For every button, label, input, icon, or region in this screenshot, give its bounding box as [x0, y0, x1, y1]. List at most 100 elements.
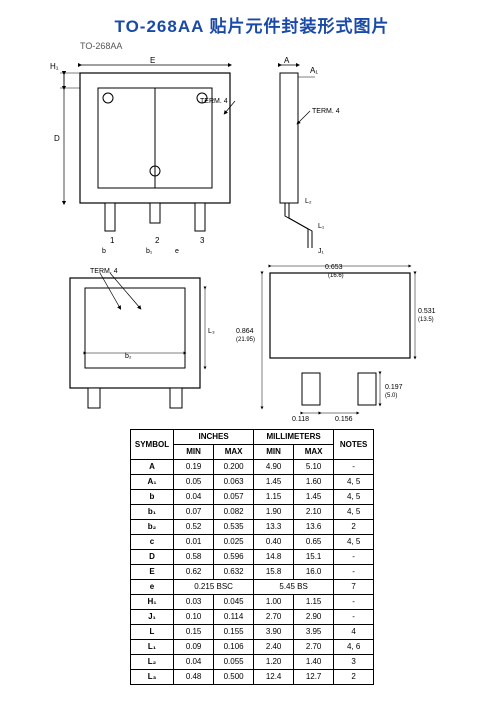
dim-0531: 0.531 — [418, 308, 436, 315]
cell-in-min: 0.07 — [174, 505, 214, 520]
cell-in-max: 0.057 — [214, 490, 254, 505]
cell-mm-min: 15.8 — [254, 565, 294, 580]
table-row: D0.580.59614.815.1- — [130, 550, 373, 565]
cell-in-min: 0.19 — [174, 460, 214, 475]
dim-l1-label: L₁ — [318, 223, 325, 230]
package-diagram: 1 2 3 H₁ E D b b₁ e TERM. 4 — [40, 53, 464, 423]
col-mm: MILLIMETERS — [254, 430, 334, 445]
table-row: b₁0.070.0821.902.104, 5 — [130, 505, 373, 520]
term4-label-side: TERM. 4 — [312, 108, 340, 115]
cell-in-min: 0.62 — [174, 565, 214, 580]
cell-mm-min: 14.8 — [254, 550, 294, 565]
cell-notes: 4, 5 — [334, 475, 374, 490]
cell-mm-max: 1.45 — [294, 490, 334, 505]
cell-sym: J₁ — [130, 610, 173, 625]
cell-mm-max: 2.70 — [294, 640, 334, 655]
cell-sym: L₂ — [130, 655, 173, 670]
cell-in-min: 0.03 — [174, 595, 214, 610]
cell-in-min: 0.52 — [174, 520, 214, 535]
cell-sym: D — [130, 550, 173, 565]
cell-mm-max: 1.60 — [294, 475, 334, 490]
dim-0864: 0.864 — [236, 328, 254, 335]
cell-notes: 4 — [334, 625, 374, 640]
cell-mm-min: 4.90 — [254, 460, 294, 475]
cell-mm-min: 13.3 — [254, 520, 294, 535]
cell-mm-max: 15.1 — [294, 550, 334, 565]
cell-in-max: 0.063 — [214, 475, 254, 490]
dim-l3-label: L₃ — [208, 328, 215, 335]
cell-bsc-in: 0.215 BSC — [174, 580, 254, 595]
cell-mm-max: 1.15 — [294, 595, 334, 610]
table-row: L0.150.1553.903.954 — [130, 625, 373, 640]
cell-in-max: 0.596 — [214, 550, 254, 565]
dim-0156: 0.156 — [335, 416, 353, 423]
col-mm-min: MIN — [254, 445, 294, 460]
dim-0197: 0.197 — [385, 384, 403, 391]
term4-label-back: TERM. 4 — [90, 268, 118, 275]
cell-sym: L₁ — [130, 640, 173, 655]
dim-0653: 0.653 — [325, 264, 343, 271]
col-mm-max: MAX — [294, 445, 334, 460]
cell-mm-max: 1.40 — [294, 655, 334, 670]
dim-b2-label: b₂ — [125, 353, 132, 360]
term4-label-top: TERM. 4 — [200, 98, 228, 105]
table-row: c0.010.0250.400.654, 5 — [130, 535, 373, 550]
cell-notes: 4, 5 — [334, 505, 374, 520]
cell-notes: 2 — [334, 520, 374, 535]
svg-text:2: 2 — [155, 236, 160, 245]
part-subtitle: TO-268AA — [80, 41, 464, 51]
cell-in-min: 0.48 — [174, 670, 214, 685]
cell-in-max: 0.200 — [214, 460, 254, 475]
cell-sym: b₁ — [130, 505, 173, 520]
dim-l2-label: L₂ — [305, 198, 312, 205]
cell-in-max: 0.632 — [214, 565, 254, 580]
cell-notes: 4, 5 — [334, 490, 374, 505]
cell-sym: E — [130, 565, 173, 580]
cell-mm-min: 2.70 — [254, 610, 294, 625]
cell-mm-max: 0.65 — [294, 535, 334, 550]
cell-mm-max: 5.10 — [294, 460, 334, 475]
page-title: TO-268AA 贴片元件封装形式图片 — [40, 12, 464, 37]
cell-sym: c — [130, 535, 173, 550]
col-inches: INCHES — [174, 430, 254, 445]
dim-a1-label: A₁ — [310, 66, 318, 75]
table-row: J₁0.100.1142.702.90- — [130, 610, 373, 625]
table-row: L₂0.040.0551.201.403 — [130, 655, 373, 670]
dim-d-label: D — [54, 134, 60, 143]
cell-sym: b — [130, 490, 173, 505]
cell-notes: 3 — [334, 655, 374, 670]
cell-mm-min: 1.00 — [254, 595, 294, 610]
dim-b1-label: b₁ — [146, 248, 153, 255]
cell-notes: - — [334, 550, 374, 565]
table-row: b₂0.520.53513.313.62 — [130, 520, 373, 535]
cell-mm-min: 1.90 — [254, 505, 294, 520]
cell-in-max: 0.082 — [214, 505, 254, 520]
cell-in-max: 0.114 — [214, 610, 254, 625]
cell-in-max: 0.500 — [214, 670, 254, 685]
dim-a-label: A — [284, 56, 290, 65]
cell-mm-max: 2.90 — [294, 610, 334, 625]
dim-2195: (21.95) — [236, 337, 255, 343]
dim-j1-label: J₁ — [318, 248, 325, 255]
cell-mm-min: 0.40 — [254, 535, 294, 550]
table-row: e0.215 BSC5.45 BS7 — [130, 580, 373, 595]
cell-sym: H₁ — [130, 595, 173, 610]
cell-bsc-mm: 5.45 BS — [254, 580, 334, 595]
cell-in-min: 0.01 — [174, 535, 214, 550]
col-symbol: SYMBOL — [130, 430, 173, 460]
dim-b-label: b — [102, 248, 106, 255]
cell-sym: b₂ — [130, 520, 173, 535]
cell-mm-min: 1.15 — [254, 490, 294, 505]
cell-sym: L₃ — [130, 670, 173, 685]
cell-notes: - — [334, 565, 374, 580]
cell-in-min: 0.58 — [174, 550, 214, 565]
dim-50: (5.0) — [385, 393, 397, 399]
dim-e2-label: e — [175, 248, 179, 255]
table-row: A0.190.2004.905.10- — [130, 460, 373, 475]
cell-in-max: 0.055 — [214, 655, 254, 670]
dimensions-table: SYMBOL INCHES MILLIMETERS NOTES MIN MAX … — [130, 429, 374, 685]
cell-sym: e — [130, 580, 173, 595]
dim-h1-label: H₁ — [50, 62, 59, 71]
cell-in-min: 0.15 — [174, 625, 214, 640]
cell-sym: L — [130, 625, 173, 640]
